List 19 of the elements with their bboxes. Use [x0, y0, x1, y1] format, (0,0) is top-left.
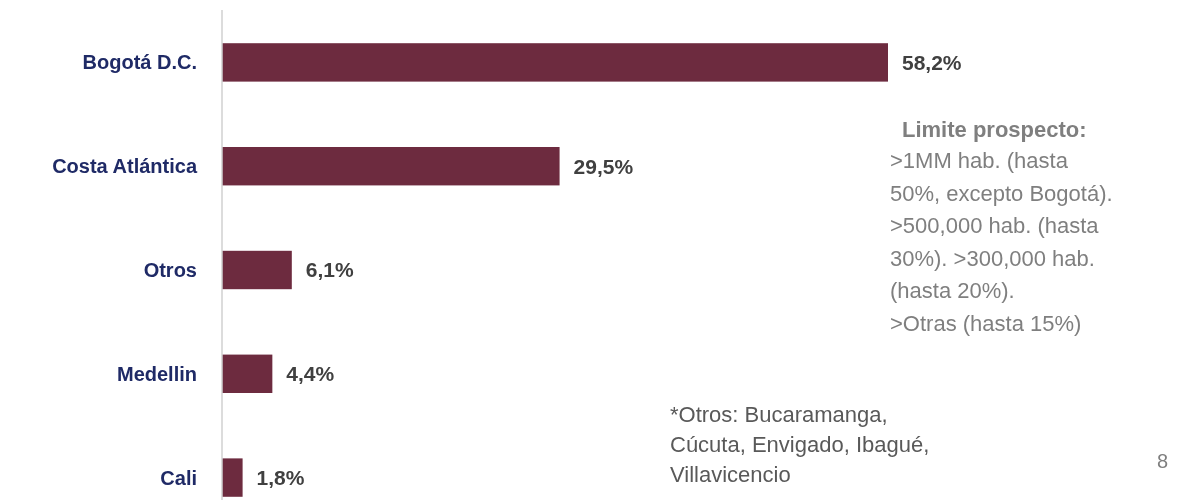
text: 8 — [1156, 450, 1168, 472]
data-label: 4,4% — [286, 362, 335, 386]
annotation: *Otros: Bucaramanga, Cúcuta, Envigado, Ibagué, Villavicencio — [670, 402, 930, 487]
data-label: 1,8% — [256, 465, 305, 489]
y-tick-label: Cali — [160, 466, 197, 489]
data-label: 6,1% — [305, 258, 354, 282]
y-tick-label: Otros — [143, 259, 197, 281]
y-tick-label: Medellin — [116, 362, 197, 385]
y-tick-label: Bogotá D.C. — [82, 51, 197, 74]
data-label: 58,2% — [902, 50, 962, 74]
bar — [222, 458, 243, 497]
data-label: 29,5% — [573, 154, 634, 178]
bar — [222, 147, 560, 186]
text: >1MM hab. (hasta 50%, excepto Bogotá). >500,000 hab. (hasta 30%). >300,000 hab. (hasta 20%). >Otras (hasta 15%) — [890, 148, 1113, 336]
bar — [222, 354, 273, 393]
y-tick-label: Costa Atlántica — [52, 155, 198, 178]
bar — [222, 250, 292, 290]
text: Limite prospecto: — [902, 117, 1087, 142]
bar — [222, 43, 888, 82]
